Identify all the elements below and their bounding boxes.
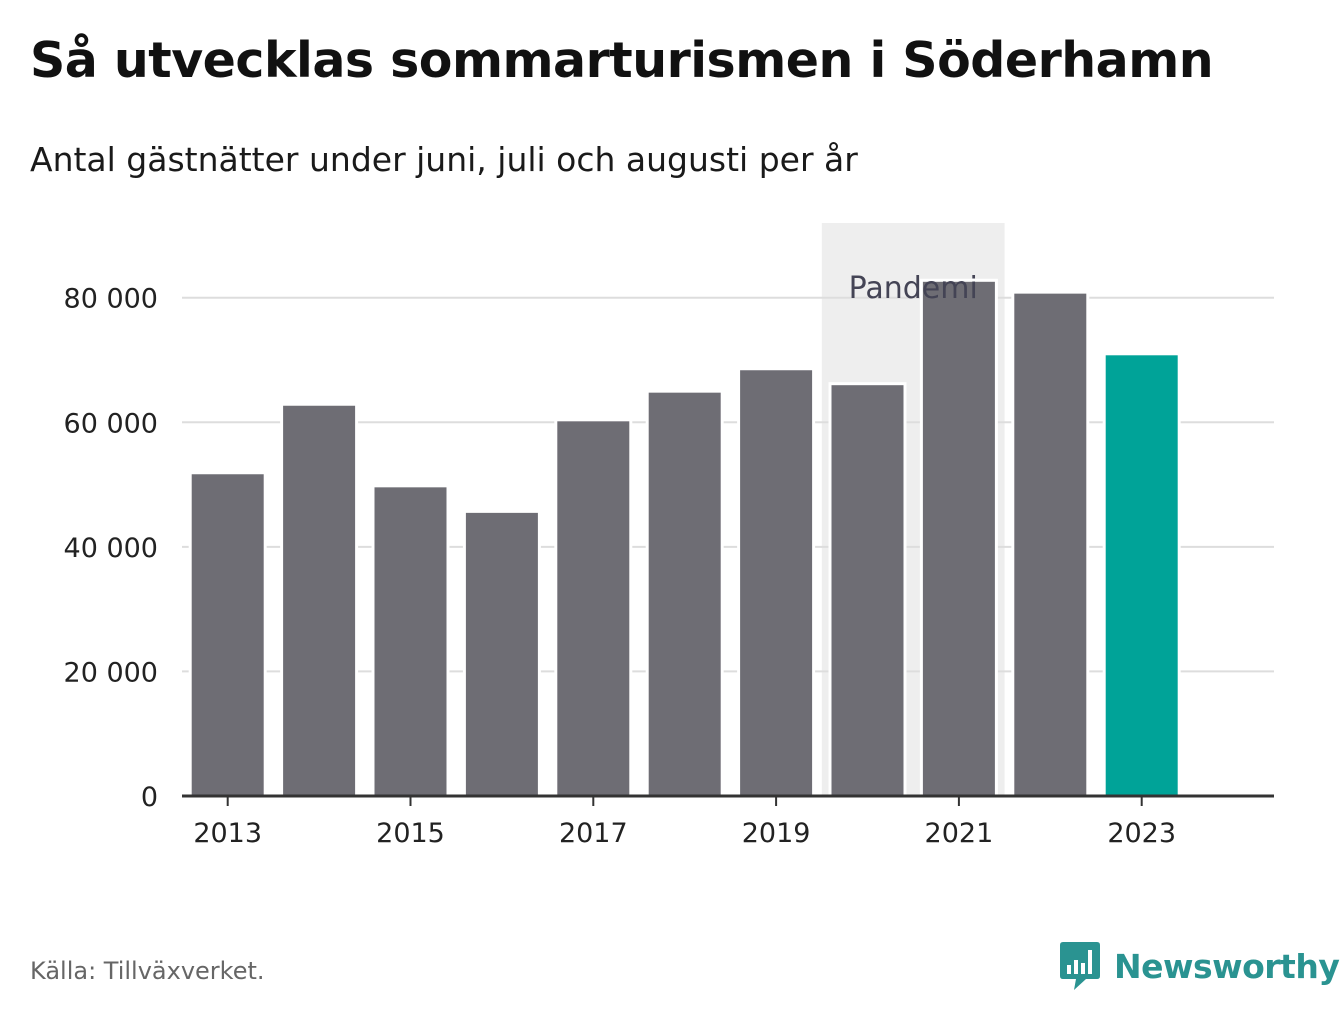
bar-chart: 0 20 000 40 000 60 000 80 000 2013 2015 2017 20… [64, 223, 1274, 849]
chart-subtitle: Antal gästnätter under juni, juli och au… [30, 140, 858, 179]
bar-2016 [462, 509, 541, 798]
bar-2017 [554, 418, 633, 798]
x-tick-label: 2013 [193, 818, 262, 849]
bar-2015 [371, 484, 450, 798]
brand-name: Newsworthy [1114, 946, 1340, 986]
y-tick-label: 80 000 [64, 284, 158, 315]
bar-2022 [1011, 290, 1090, 798]
x-tick-label: 2015 [376, 818, 445, 849]
bar-2013 [188, 471, 267, 798]
bar-2014 [280, 402, 359, 798]
newsworthy-logo: Newsworthy [1060, 940, 1340, 992]
y-tick-label: 60 000 [64, 408, 158, 439]
y-tick-label: 20 000 [64, 657, 158, 688]
chart-title: Så utvecklas sommarturismen i Söderhamn [30, 32, 1214, 89]
y-tick-label: 40 000 [64, 533, 158, 564]
annotation-label: Pandemi [849, 271, 978, 306]
bar-2021 [919, 278, 998, 798]
x-tick-label: 2021 [925, 818, 994, 849]
x-tick-label: 2023 [1107, 818, 1176, 849]
bar-2023 [1102, 352, 1181, 798]
bar-chart-speech-bubble-icon [1060, 942, 1100, 990]
bar-2018 [645, 389, 724, 798]
y-tick-label: 0 [141, 782, 158, 813]
source-note: Källa: Tillväxverket. [30, 957, 265, 985]
bar-2019 [737, 367, 816, 798]
bar-2020 [828, 382, 907, 798]
x-tick-label: 2017 [559, 818, 628, 849]
x-tick-label: 2019 [742, 818, 811, 849]
